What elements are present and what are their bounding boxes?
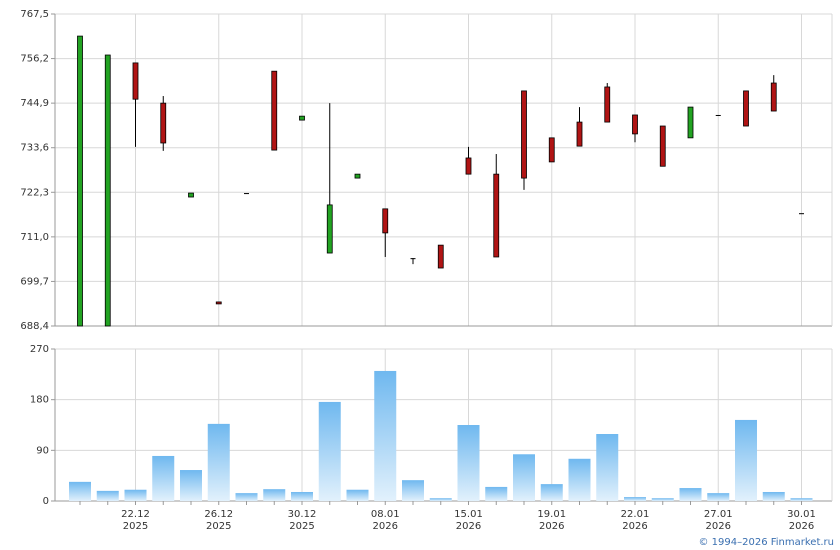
volume-bar	[568, 458, 591, 501]
candle-body	[465, 157, 472, 175]
candle-body	[632, 114, 638, 135]
volume-bar	[346, 489, 369, 501]
volume-bar	[457, 425, 480, 501]
x-tick-label-year: 2026	[622, 521, 647, 532]
y-tick-label: 722,3	[20, 187, 49, 198]
y-tick-label: 733,6	[20, 143, 49, 154]
volume-bar	[735, 419, 757, 501]
candle-body	[382, 208, 389, 234]
y-tick-label: 180	[30, 395, 49, 406]
y-tick-label: 0	[43, 496, 49, 507]
candle-body	[770, 82, 777, 112]
volume-bar	[69, 481, 91, 501]
volume-bar	[318, 401, 341, 501]
candle-body	[521, 90, 527, 179]
y-tick-label: 688,4	[20, 321, 49, 332]
candle-body	[743, 90, 749, 127]
y-tick-label: 699,7	[20, 276, 49, 287]
volume-bar	[402, 480, 424, 501]
x-tick-label-year: 2025	[289, 521, 314, 532]
x-tick-label-year: 2026	[373, 521, 398, 532]
candle-body	[160, 102, 167, 144]
x-tick-label: 27.01	[704, 509, 733, 520]
candle-body	[271, 70, 278, 151]
volume-bar	[762, 491, 785, 501]
x-tick-label: 26.12	[204, 509, 233, 520]
volume-bar	[263, 489, 286, 501]
volume-bar	[124, 489, 147, 501]
volume-bar	[790, 498, 813, 501]
candle-body	[244, 193, 249, 195]
x-tick-label-year: 2026	[706, 521, 731, 532]
x-tick-label: 30.01	[787, 509, 816, 520]
y-tick-label: 711,0	[20, 232, 49, 243]
x-tick-label-year: 2026	[456, 521, 481, 532]
candle-body	[132, 62, 139, 100]
candle-body	[410, 258, 416, 260]
x-tick-label: 22.01	[621, 509, 650, 520]
candle-body	[576, 121, 583, 147]
volume-bar	[152, 455, 175, 501]
candle-body	[659, 125, 666, 167]
candle-body	[548, 137, 555, 163]
x-tick-label-year: 2025	[123, 521, 148, 532]
x-tick-label: 22.12	[121, 509, 150, 520]
candle-body	[493, 173, 500, 258]
x-tick-label-year: 2026	[539, 521, 564, 532]
volume-bar	[513, 454, 535, 501]
y-tick-label: 767,5	[20, 9, 49, 20]
y-tick-label: 744,9	[20, 98, 49, 109]
candle-body	[77, 35, 83, 327]
volume-bar	[374, 370, 397, 501]
volume-bar	[596, 434, 619, 501]
volume-bar	[707, 493, 730, 501]
candle-body	[715, 114, 721, 116]
volume-bar	[679, 488, 702, 501]
y-tick-label: 756,2	[20, 54, 49, 65]
x-tick-label-year: 2025	[206, 521, 231, 532]
volume-bar	[207, 423, 230, 501]
volume-bar	[180, 470, 202, 501]
x-tick-label-year: 2026	[789, 521, 814, 532]
candle-body	[437, 244, 444, 269]
candle-body	[215, 301, 222, 305]
volume-bar	[540, 484, 563, 501]
candle-body	[354, 173, 361, 179]
candle-body	[188, 192, 194, 198]
candle-body	[687, 106, 694, 139]
volume-bar	[291, 491, 313, 501]
x-tick-label: 08.01	[371, 509, 400, 520]
y-tick-label: 270	[30, 344, 49, 355]
footer: © 1994–2026 Finmarket.ru	[698, 537, 834, 548]
volume-bar	[96, 490, 119, 501]
volume-bar	[624, 497, 646, 501]
x-tick-label: 19.01	[537, 509, 566, 520]
volume-bar	[651, 498, 674, 501]
candle-body	[604, 86, 611, 123]
x-tick-label: 30.12	[288, 509, 317, 520]
volume-bar	[235, 493, 258, 501]
candle-body	[104, 54, 111, 327]
candle-body	[799, 213, 804, 215]
candle-body	[299, 115, 305, 121]
volume-bar	[485, 486, 508, 501]
volume-bar	[429, 498, 452, 501]
y-tick-label: 90	[36, 445, 49, 456]
candle-body	[326, 204, 333, 254]
x-tick-label: 15.01	[454, 509, 483, 520]
